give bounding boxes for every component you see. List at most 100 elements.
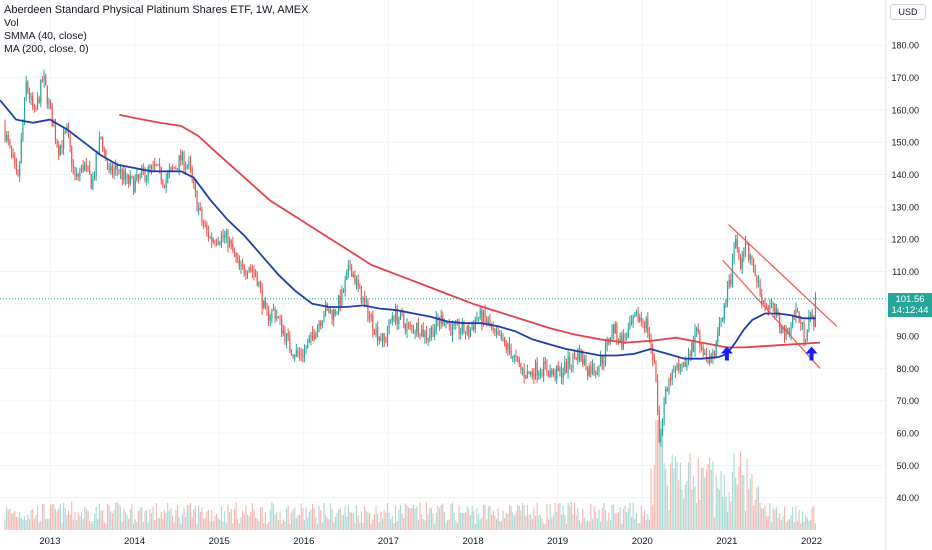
candle-body	[271, 309, 273, 317]
volume-bar	[167, 502, 169, 530]
candle-body	[133, 177, 135, 192]
candle-body	[121, 169, 123, 180]
volume-bar	[635, 513, 637, 530]
candle-body	[292, 355, 294, 357]
candle-body	[269, 316, 271, 321]
candle-body	[438, 321, 441, 325]
candle-body	[38, 98, 40, 103]
chart-legend: Aberdeen Standard Physical Platinum Shar…	[4, 4, 308, 56]
y-tick-label: 130.00	[891, 202, 919, 212]
candle-body	[556, 365, 558, 380]
candle-body	[451, 324, 454, 336]
candle-body	[54, 125, 57, 141]
volume-bar	[471, 505, 473, 530]
volume-bar	[479, 519, 481, 530]
volume-bar	[717, 488, 719, 530]
candle-body	[214, 239, 216, 244]
candle-body	[300, 354, 302, 356]
volume-bar	[305, 507, 307, 530]
candle-body	[473, 326, 475, 330]
volume-bar	[528, 514, 530, 530]
volume-bar	[767, 515, 769, 530]
volume-bar	[211, 509, 213, 530]
candle-body	[634, 316, 636, 318]
channel-line	[728, 224, 838, 327]
candle-body	[757, 281, 760, 283]
candle-body	[136, 174, 138, 181]
volume-bar	[476, 508, 478, 530]
candle-body	[458, 321, 460, 334]
price-axis[interactable]: 40.0050.0060.0070.0080.0090.00100.00110.…	[891, 41, 919, 503]
volume-bar	[609, 519, 611, 530]
volume-bar	[229, 512, 231, 530]
candle-body	[616, 323, 618, 341]
candle-body	[613, 324, 615, 333]
volume-bar	[663, 463, 665, 530]
candle-body	[500, 334, 502, 341]
volume-bar	[85, 509, 87, 530]
volume-bar	[414, 508, 416, 530]
candle-body	[284, 330, 286, 342]
candle-body	[219, 242, 221, 244]
candle-body	[562, 372, 564, 379]
candle-body	[730, 279, 732, 285]
volume-bar	[329, 503, 332, 530]
volume-bar	[396, 521, 398, 530]
volume-bar	[136, 521, 138, 530]
currency-button[interactable]: USD	[890, 4, 926, 20]
volume-bar	[608, 512, 610, 530]
candle-body	[381, 333, 384, 341]
candle-body	[338, 295, 340, 312]
candle-body	[87, 165, 89, 168]
time-axis[interactable]: 2013 2014 2015 2016 2017 2018 2019 2020 2021 2022	[39, 536, 822, 547]
candle-body	[58, 146, 60, 156]
volume-bar	[142, 521, 144, 530]
volume-bar	[494, 515, 496, 530]
candle-body	[787, 328, 789, 332]
candle-body	[71, 147, 73, 166]
volume-bar	[705, 469, 707, 530]
volume-bar	[814, 523, 817, 530]
volume-bar	[795, 505, 797, 530]
candle-body	[448, 323, 450, 325]
volume-bar	[290, 512, 292, 530]
volume-bar	[575, 515, 577, 530]
candle-body	[172, 167, 174, 169]
volume-bar	[808, 520, 810, 530]
volume-bar	[320, 510, 322, 530]
volume-bar	[565, 523, 568, 530]
volume-bar	[128, 518, 130, 530]
volume-bar	[165, 512, 167, 530]
volume-bar	[707, 463, 709, 530]
legend-smma[interactable]: SMMA (40, close)	[4, 30, 87, 42]
volume-bar	[419, 502, 421, 530]
volume-bar	[100, 510, 102, 530]
volume-bar	[539, 514, 541, 530]
candle-body	[46, 85, 48, 105]
candle-body	[705, 353, 707, 360]
candle-body	[160, 166, 162, 182]
candle-body	[811, 313, 813, 318]
volume-bar	[339, 508, 341, 530]
volume-bar	[447, 519, 449, 530]
volume-bar	[508, 505, 511, 530]
volume-bar	[595, 511, 597, 530]
volume-bar	[17, 517, 19, 530]
candle-body	[194, 182, 196, 192]
candle-body	[683, 362, 685, 364]
volume-bar	[22, 519, 24, 530]
volume-bar	[342, 515, 345, 530]
candle-body	[162, 181, 164, 185]
volume-bar	[510, 506, 512, 530]
legend-ma[interactable]: MA (200, close, 0)	[4, 43, 89, 55]
volume-bar	[372, 519, 374, 530]
volume-bar	[175, 509, 177, 530]
volume-bar	[180, 523, 182, 530]
legend-title[interactable]: Aberdeen Standard Physical Platinum Shar…	[4, 4, 309, 16]
volume-bar	[782, 516, 784, 530]
legend-vol[interactable]: Vol	[4, 17, 19, 29]
volume-bar	[7, 510, 9, 530]
candle-body	[681, 363, 683, 369]
candle-body	[813, 317, 815, 327]
candle-body	[657, 380, 659, 411]
